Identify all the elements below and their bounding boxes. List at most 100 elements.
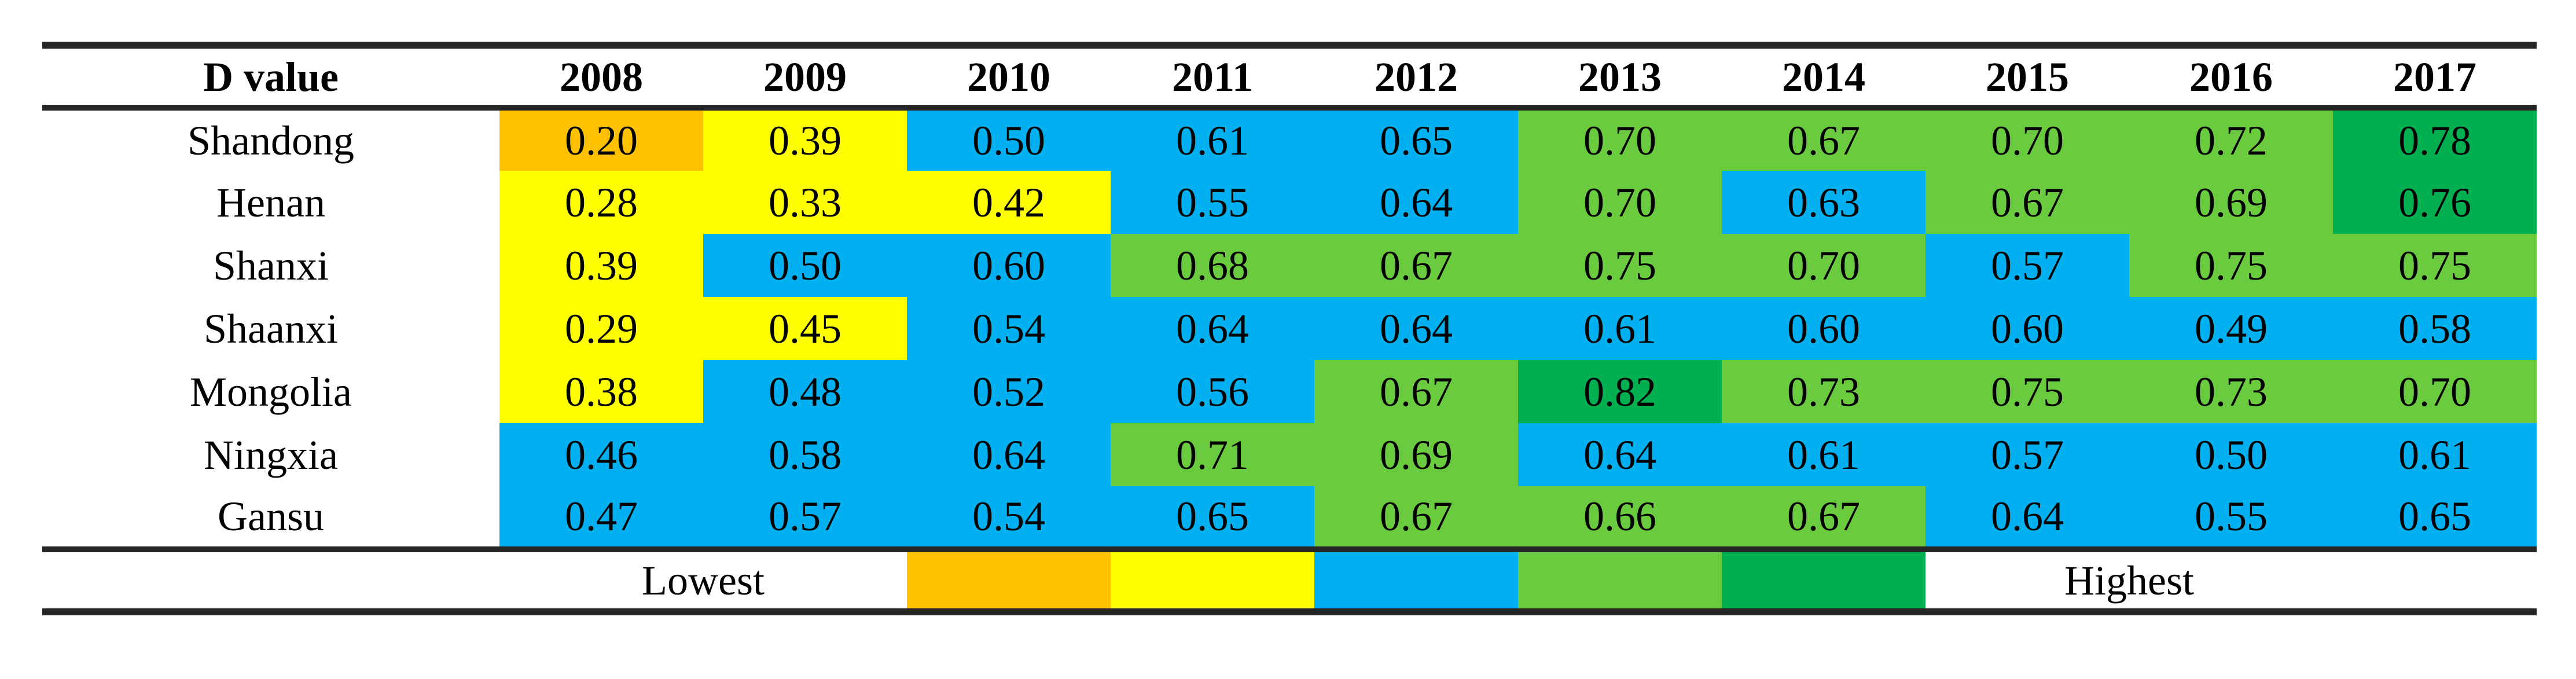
value-cell: 0.70 [1518,171,1722,234]
year-header-2017: 2017 [2333,45,2537,111]
year-header-2008: 2008 [499,45,703,111]
region-name: Shaanxi [42,297,499,360]
legend-swatch-green [1518,546,1722,612]
value-cell: 0.64 [1314,171,1518,234]
legend-swatch-blue [1314,546,1518,612]
value-cell: 0.75 [2129,234,2333,297]
value-cell: 0.64 [1111,297,1314,360]
value-cell: 0.78 [2333,108,2537,171]
value-cell: 0.67 [1314,360,1518,423]
value-cell: 0.69 [2129,171,2333,234]
value-cell: 0.60 [1722,297,1925,360]
year-header-2009: 2009 [703,45,907,111]
value-cell: 0.82 [1518,360,1722,423]
table-header: D value 2008 2009 2010 2011 2012 2013 2014 2015… [42,45,2537,111]
legend-row: Lowest Highest [42,546,2537,612]
legend-spacer-left [42,546,499,612]
value-cell: 0.60 [1925,297,2129,360]
value-cell: 0.54 [907,486,1111,549]
value-cell: 0.61 [1111,108,1314,171]
value-cell: 0.52 [907,360,1111,423]
value-cell: 0.39 [703,108,907,171]
value-cell: 0.67 [1722,108,1925,171]
value-cell: 0.75 [1925,360,2129,423]
value-cell: 0.47 [499,486,703,549]
legend-footer: Lowest Highest [42,546,2537,612]
value-cell: 0.33 [703,171,907,234]
value-cell: 0.64 [907,423,1111,486]
value-cell: 0.72 [2129,108,2333,171]
value-cell: 0.50 [2129,423,2333,486]
value-cell: 0.67 [1314,486,1518,549]
value-cell: 0.70 [1925,108,2129,171]
value-cell: 0.57 [1925,234,2129,297]
value-cell: 0.65 [1111,486,1314,549]
d-value-heatmap-table: D value 2008 2009 2010 2011 2012 2013 2014 2015… [42,42,2537,615]
value-cell: 0.48 [703,360,907,423]
legend-spacer-right [2333,546,2537,612]
value-cell: 0.61 [2333,423,2537,486]
value-cell: 0.57 [1925,423,2129,486]
value-cell: 0.45 [703,297,907,360]
value-cell: 0.38 [499,360,703,423]
year-header-2014: 2014 [1722,45,1925,111]
year-header-2010: 2010 [907,45,1111,111]
table-row-shaanxi: Shaanxi 0.29 0.45 0.54 0.64 0.64 0.61 0.60 0.60 0… [42,297,2537,360]
value-cell: 0.28 [499,171,703,234]
value-cell: 0.67 [1314,234,1518,297]
value-cell: 0.29 [499,297,703,360]
value-cell: 0.65 [1314,108,1518,171]
value-cell: 0.73 [1722,360,1925,423]
table-row-shandong: Shandong 0.20 0.39 0.50 0.61 0.65 0.70 0.67 0.70… [42,108,2537,171]
legend-lowest-label: Lowest [499,546,907,612]
value-cell: 0.71 [1111,423,1314,486]
value-cell: 0.60 [907,234,1111,297]
value-cell: 0.76 [2333,171,2537,234]
value-cell: 0.56 [1111,360,1314,423]
year-header-2011: 2011 [1111,45,1314,111]
value-cell: 0.49 [2129,297,2333,360]
value-cell: 0.70 [1518,108,1722,171]
region-name: Gansu [42,486,499,549]
value-cell: 0.70 [1722,234,1925,297]
value-cell: 0.55 [2129,486,2333,549]
value-cell: 0.68 [1111,234,1314,297]
region-name: Henan [42,171,499,234]
value-cell: 0.65 [2333,486,2537,549]
value-cell: 0.54 [907,297,1111,360]
region-name: Shanxi [42,234,499,297]
value-cell: 0.20 [499,108,703,171]
value-cell: 0.39 [499,234,703,297]
table-row-mongolia: Mongolia 0.38 0.48 0.52 0.56 0.67 0.82 0.73 0.75… [42,360,2537,423]
value-cell: 0.64 [1314,297,1518,360]
region-name: Ningxia [42,423,499,486]
value-cell: 0.42 [907,171,1111,234]
table-row-gansu: Gansu 0.47 0.57 0.54 0.65 0.67 0.66 0.67 0.64 0.5… [42,486,2537,549]
value-cell: 0.61 [1722,423,1925,486]
legend-swatch-yellow [1111,546,1314,612]
year-header-2016: 2016 [2129,45,2333,111]
value-cell: 0.58 [2333,297,2537,360]
table-row-ningxia: Ningxia 0.46 0.58 0.64 0.71 0.69 0.64 0.61 0.57 0… [42,423,2537,486]
year-header-2015: 2015 [1925,45,2129,111]
value-cell: 0.50 [907,108,1111,171]
region-name: Shandong [42,108,499,171]
year-header-2013: 2013 [1518,45,1722,111]
year-header-2012: 2012 [1314,45,1518,111]
value-cell: 0.69 [1314,423,1518,486]
value-cell: 0.70 [2333,360,2537,423]
value-cell: 0.46 [499,423,703,486]
value-cell: 0.58 [703,423,907,486]
corner-header-d-value: D value [42,45,499,111]
table-body: Shandong 0.20 0.39 0.50 0.61 0.65 0.70 0.67 0.70… [42,108,2537,549]
table-row-henan: Henan 0.28 0.33 0.42 0.55 0.64 0.70 0.63 0.67 0.6… [42,171,2537,234]
value-cell: 0.63 [1722,171,1925,234]
value-cell: 0.67 [1722,486,1925,549]
value-cell: 0.75 [2333,234,2537,297]
region-name: Mongolia [42,360,499,423]
legend-swatch-orange [907,546,1111,612]
value-cell: 0.55 [1111,171,1314,234]
value-cell: 0.64 [1925,486,2129,549]
value-cell: 0.64 [1518,423,1722,486]
